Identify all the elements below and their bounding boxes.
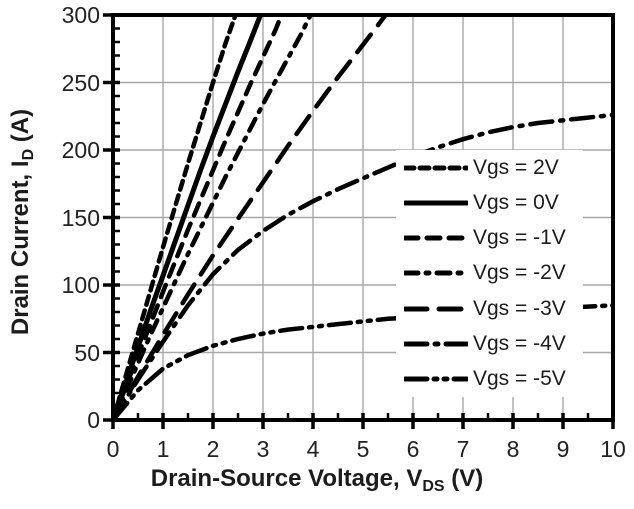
legend-label: Vgs = -1V — [473, 226, 566, 250]
legend-label: Vgs = -4V — [473, 332, 566, 356]
y-tick-label-300: 300 — [61, 2, 100, 28]
legend-item: Vgs = -4V — [396, 327, 583, 361]
y-axis-title-text: Drain Current, I — [7, 160, 34, 336]
x-tick-label-6: 6 — [406, 436, 420, 462]
legend-label: Vgs = -2V — [473, 261, 566, 285]
x-tick-label-4: 4 — [306, 436, 320, 462]
legend-item: Vgs = -1V — [396, 221, 583, 255]
legend-swatch-line — [404, 165, 468, 171]
legend-item: Vgs = 2V — [396, 151, 583, 185]
legend-label: Vgs = -5V — [473, 367, 566, 391]
legend-swatch-line — [404, 306, 468, 312]
y-tick-label-150: 150 — [61, 204, 100, 231]
legend-item: Vgs = 0V — [396, 186, 583, 220]
y-axis-title-subscript: D — [20, 148, 37, 161]
legend-label: Vgs = 0V — [473, 190, 559, 214]
curve-vgs-2v — [113, 15, 238, 420]
x-tick-label-3: 3 — [256, 436, 270, 462]
curve-vgs-4v — [113, 112, 613, 420]
x-tick-label-2: 2 — [206, 436, 220, 462]
y-tick-label-200: 200 — [61, 137, 100, 163]
x-tick-label-10: 10 — [600, 436, 626, 462]
legend-swatch-line — [404, 341, 468, 347]
x-tick-label-9: 9 — [556, 436, 570, 462]
x-tick-label-0: 0 — [106, 436, 120, 462]
curve-vgs-0v — [113, 15, 263, 420]
y-axis-title: Drain Current, ID (A) — [7, 108, 37, 336]
y-axis-title-unit: (A) — [7, 108, 34, 149]
legend-swatch-line — [404, 376, 468, 382]
legend-swatch-line — [404, 235, 468, 241]
curve-vgs-3v — [113, 15, 388, 420]
x-tick-label-8: 8 — [506, 436, 520, 462]
x-axis-title-subscript: DS — [422, 478, 445, 495]
legend-swatch-line — [404, 270, 468, 276]
y-tick-label-50: 50 — [74, 339, 100, 366]
legend-item: Vgs = -2V — [396, 256, 583, 290]
curve-vgs-1v — [113, 15, 284, 420]
legend-item: Vgs = -5V — [396, 362, 583, 396]
x-tick-label-1: 1 — [156, 436, 170, 462]
legend-item: Vgs = -3V — [396, 292, 583, 326]
curve-vgs-2v — [113, 15, 313, 420]
y-tick-label-0: 0 — [87, 407, 100, 433]
x-tick-label-5: 5 — [356, 436, 370, 462]
x-axis-title-unit: (V) — [444, 465, 484, 492]
x-axis-title-text: Drain-Source Voltage, V — [150, 465, 423, 492]
y-tick-label-250: 250 — [61, 69, 100, 96]
legend-swatch-line — [404, 200, 468, 206]
legend: Vgs = 2V Vgs = 0V Vgs = -1V Vgs = -2V Vgs = … — [396, 150, 583, 397]
legend-label: Vgs = -3V — [473, 296, 566, 320]
x-axis-title: Drain-Source Voltage, VDS (V) — [0, 465, 634, 495]
x-tick-label-7: 7 — [456, 436, 470, 462]
legend-label: Vgs = 2V — [473, 155, 559, 179]
y-tick-label-100: 100 — [61, 272, 100, 298]
